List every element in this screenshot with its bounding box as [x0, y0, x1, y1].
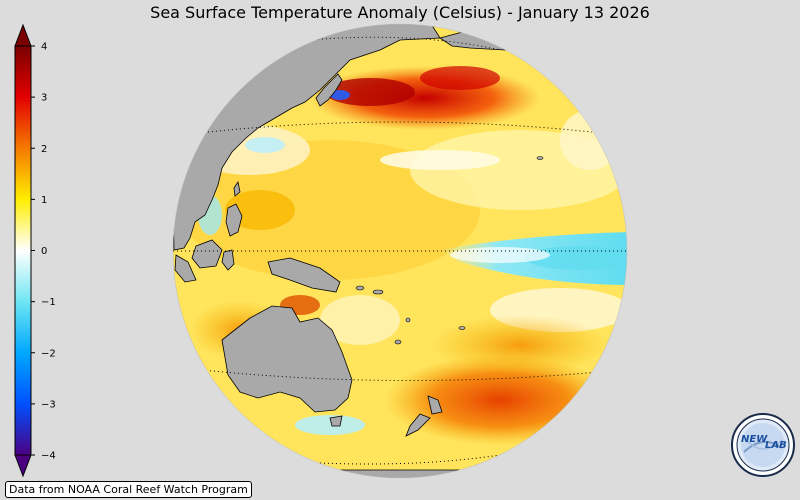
colorbar-tick-label: −1	[41, 297, 56, 308]
new-zealand-south	[405, 413, 431, 437]
colorbar-tick-label: 2	[41, 144, 47, 155]
new-zealand-north	[427, 395, 443, 415]
ocean-anomaly-field	[173, 24, 627, 478]
page-title: Sea Surface Temperature Anomaly (Celsius…	[150, 3, 650, 22]
colorbar-tick-label: 3	[41, 93, 47, 104]
colorbar-tick-label: 4	[41, 42, 47, 53]
sulawesi	[221, 249, 235, 271]
taiwan	[233, 180, 241, 197]
pacific-islands	[355, 156, 544, 345]
australia	[221, 305, 353, 413]
tasmania	[329, 415, 343, 427]
japan	[315, 73, 343, 107]
antarctica-edge	[299, 469, 501, 478]
colorbar-bottom-arrow	[14, 454, 32, 478]
nevlab-logo: NEW LAB	[731, 413, 795, 477]
colorbar-tick-label: −4	[41, 451, 56, 462]
colorbar-tick-label: 1	[41, 195, 47, 206]
colorbar-tick-label: −2	[41, 348, 56, 359]
data-credit-label: Data from NOAA Coral Reef Watch Program	[5, 481, 252, 498]
philippines	[225, 203, 243, 237]
new-guinea	[267, 257, 341, 293]
logo-text-right: LAB	[765, 440, 787, 451]
sumatra	[174, 254, 197, 283]
colorbar-tick-label: −3	[41, 399, 56, 410]
colorbar: 4 3 2 1 0 −1 −2 −3 −4	[14, 23, 56, 478]
borneo	[191, 239, 223, 269]
colorbar-tick-label: 0	[41, 246, 47, 257]
logo-text-left: NEW	[741, 434, 768, 445]
